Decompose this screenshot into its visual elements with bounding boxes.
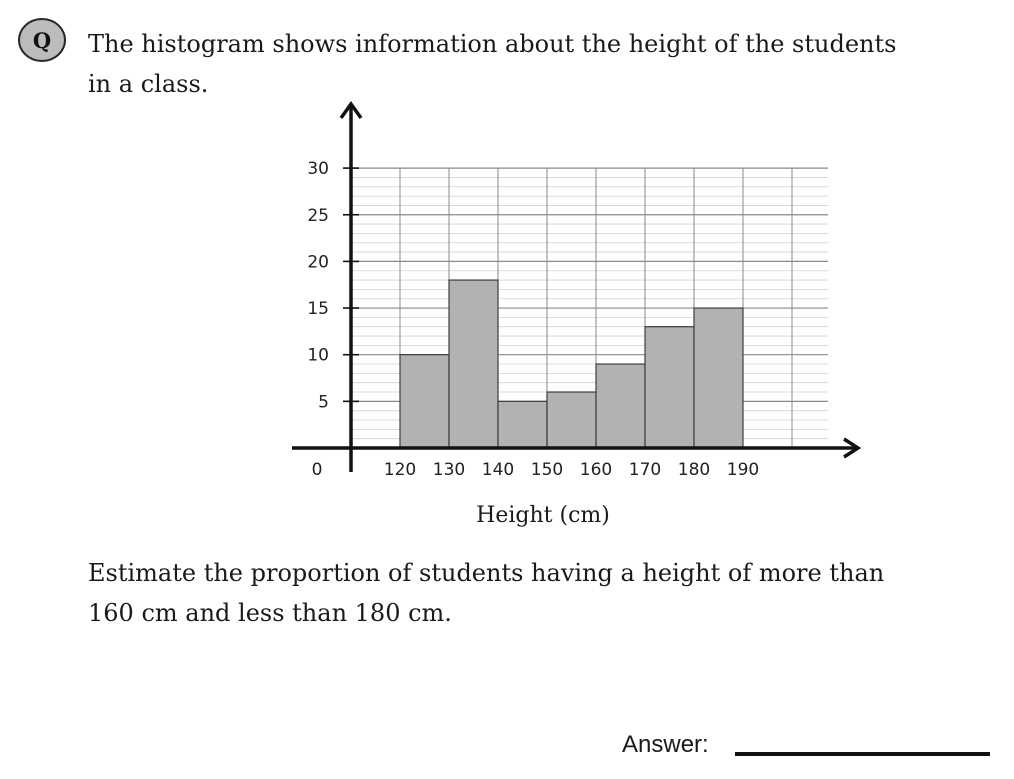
prompt-line-2: 160 cm and less than 180 cm. (88, 599, 452, 627)
y-tick-label-15: 15 (307, 299, 329, 319)
question-text: The histogram shows information about th… (88, 24, 908, 104)
x-axis-label: Height (cm) (476, 503, 610, 528)
y-tick-label-5: 5 (318, 392, 329, 412)
chart-bars (399, 279, 744, 449)
y-tick-label-20: 20 (307, 252, 329, 272)
x-tick-label-130: 130 (433, 460, 465, 480)
x-tick-label-150: 150 (531, 460, 563, 480)
x-tick-label-140: 140 (482, 460, 514, 480)
y-tick-label-0: 0 (312, 460, 323, 480)
answer-label: Answer: (622, 731, 709, 758)
x-axis-arrow (843, 437, 862, 459)
x-tick-label-170: 170 (629, 460, 661, 480)
x-tick-label-120: 120 (384, 460, 416, 480)
y-tick-label-10: 10 (307, 346, 329, 366)
y-tick-label-30: 30 (307, 159, 329, 179)
bar-140-150 (497, 400, 548, 449)
chart-tick-labels: 5 10 15 20 25 30 0 120 130 140 150 160 170 180 190 (307, 159, 759, 480)
bar-160-170 (595, 363, 646, 449)
prompt-text: Estimate the proportion of students havi… (88, 553, 948, 633)
x-tick-label-180: 180 (678, 460, 710, 480)
bar-150-160 (546, 391, 597, 449)
bar-120-130 (399, 354, 450, 449)
question-badge: Q (18, 18, 66, 62)
bar-170-180 (644, 326, 695, 449)
prompt-line-1: Estimate the proportion of students havi… (88, 559, 885, 587)
chart-axes (292, 100, 862, 472)
question-line-2: in a class. (88, 70, 209, 98)
y-tick-label-25: 25 (307, 206, 329, 226)
bar-180-190 (693, 307, 744, 449)
x-tick-label-190: 190 (727, 460, 759, 480)
x-tick-label-160: 160 (580, 460, 612, 480)
answer-input-line[interactable] (735, 752, 990, 756)
y-axis-arrow (339, 100, 363, 120)
bar-130-140 (448, 279, 499, 449)
question-line-1: The histogram shows information about th… (88, 30, 897, 58)
